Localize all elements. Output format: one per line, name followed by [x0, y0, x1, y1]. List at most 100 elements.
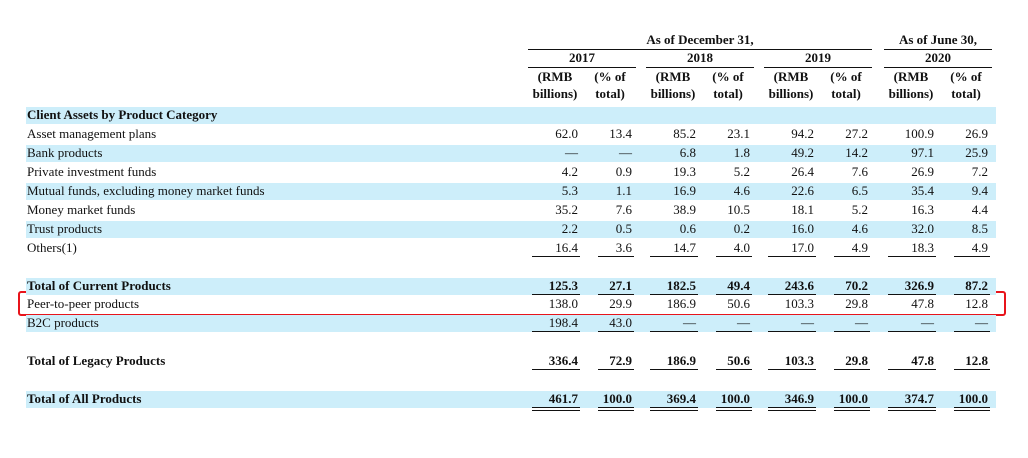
table-cell-value: 25.9 [965, 145, 988, 160]
year-underline [528, 67, 636, 69]
table-row-label: Others(1) [27, 240, 77, 255]
table-cell-value: 100.0 [838, 391, 868, 406]
cell-underline [834, 294, 870, 296]
table-cell-value: 6.5 [851, 183, 868, 198]
cell-underline [532, 369, 580, 371]
table-cell-value: 47.8 [911, 296, 934, 311]
year-2019: 2019 [805, 50, 831, 65]
p2p-row-label: Peer-to-peer products [27, 296, 139, 311]
table-cell-value: 461.7 [548, 391, 578, 406]
table-cell-value: 70.2 [845, 278, 868, 293]
table-cell-value: 16.0 [791, 221, 814, 236]
table-cell-value: 100.0 [602, 391, 632, 406]
col-header-rmb: (RMB [537, 69, 573, 84]
table-cell-value: 186.9 [666, 353, 696, 368]
cell-underline [598, 369, 634, 371]
table-cell-value: 7.6 [851, 164, 868, 179]
table-cell-value: 10.5 [727, 202, 750, 217]
cell-underline [954, 256, 990, 258]
table-cell-value: 49.2 [791, 145, 814, 160]
header-underline-december [528, 49, 872, 51]
cell-underline [650, 331, 698, 333]
table-cell-value: 346.9 [784, 391, 814, 406]
cell-underline [650, 410, 698, 412]
table-cell-value: 22.6 [791, 183, 814, 198]
cell-underline [954, 294, 990, 296]
cell-underline [532, 331, 580, 333]
cell-underline [768, 410, 816, 412]
table-cell-value: 14.7 [673, 240, 696, 255]
year-underline [884, 67, 992, 69]
col-header-pct: total) [831, 86, 861, 101]
cell-underline [598, 331, 634, 333]
table-cell-value: 12.8 [965, 353, 988, 368]
table-cell-value: 17.0 [791, 240, 814, 255]
band-row [26, 145, 996, 162]
col-header-pct: (% of [712, 69, 744, 84]
table-cell-value: 72.9 [609, 353, 632, 368]
table-cell-value: — [683, 315, 696, 330]
table-row-label: Private investment funds [27, 164, 157, 179]
cell-underline [532, 256, 580, 258]
table-cell-value: 138.0 [548, 296, 578, 311]
band-row [26, 107, 996, 124]
cell-underline [532, 294, 580, 296]
cell-underline [954, 331, 990, 333]
table-cell-value: 4.9 [971, 240, 988, 255]
table-row-label: Money market funds [27, 202, 136, 217]
table-cell-value: 29.8 [845, 353, 868, 368]
table-cell-value: 27.2 [845, 126, 868, 141]
cell-underline [598, 294, 634, 296]
table-cell-value: 94.2 [791, 126, 814, 141]
header-underline-june [884, 49, 992, 51]
col-header-pct: total) [713, 86, 743, 101]
cell-underline [834, 331, 870, 333]
table-cell-value: 50.6 [727, 353, 750, 368]
table-cell-value: 23.1 [727, 126, 750, 141]
table-row-label: Bank products [27, 145, 103, 160]
cell-underline [598, 410, 634, 412]
cell-underline [768, 407, 816, 409]
cell-underline [888, 369, 936, 371]
table-cell-value: 4.2 [561, 164, 578, 179]
table-cell-value: 26.9 [911, 164, 934, 179]
year-2018: 2018 [687, 50, 713, 65]
table-cell-value: 100.9 [904, 126, 934, 141]
col-header-rmb: billions) [532, 86, 578, 101]
cell-underline [888, 256, 936, 258]
cell-underline [598, 256, 634, 258]
cell-underline [768, 294, 816, 296]
table-cell-value: 0.9 [615, 164, 632, 179]
table-cell-value: 87.2 [965, 278, 988, 293]
cell-underline [716, 410, 752, 412]
year-underline [646, 67, 754, 69]
table-cell-value: — [921, 315, 934, 330]
table-cell-value: 43.0 [609, 315, 632, 330]
table-cell-value: 16.9 [673, 183, 696, 198]
table-cell-value: 0.6 [679, 221, 696, 236]
table-cell-value: 85.2 [673, 126, 696, 141]
cell-underline [954, 369, 990, 371]
table-cell-value: 103.3 [784, 296, 814, 311]
table-cell-value: 2.2 [561, 221, 578, 236]
table-cell-value: 97.1 [911, 145, 934, 160]
cell-underline [716, 331, 752, 333]
band-row [26, 221, 996, 238]
cell-underline [768, 331, 816, 333]
cell-underline [888, 407, 936, 409]
col-header-rmb: (RMB [893, 69, 929, 84]
table-cell-value: 26.4 [791, 164, 814, 179]
table-cell-value: 0.2 [733, 221, 750, 236]
table-cell-value: 32.0 [911, 221, 934, 236]
section-title: Client Assets by Product Category [27, 107, 218, 122]
total-all-label: Total of All Products [27, 391, 142, 406]
cell-underline [954, 407, 990, 409]
header-group-december: As of December 31, [646, 32, 754, 47]
table-cell-value: 6.8 [679, 145, 696, 160]
col-header-rmb: billions) [650, 86, 696, 101]
year-2020: 2020 [925, 50, 951, 65]
cell-underline [716, 256, 752, 258]
table-cell-value: 186.9 [666, 296, 696, 311]
table-cell-value: 47.8 [911, 353, 934, 368]
col-header-pct: total) [595, 86, 625, 101]
